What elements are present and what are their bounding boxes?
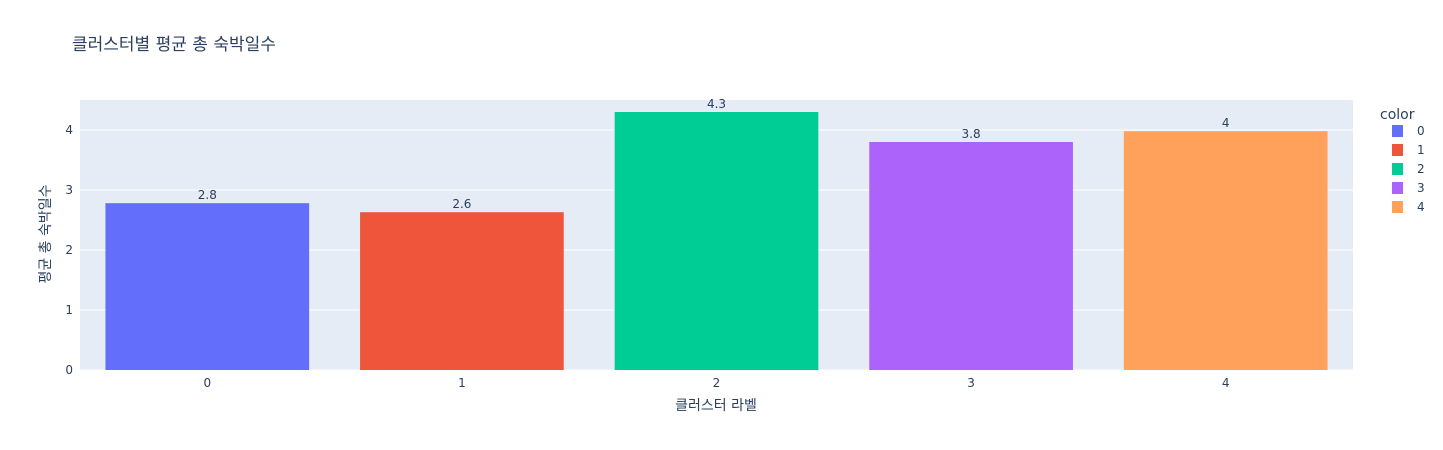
legend-swatch xyxy=(1392,125,1403,137)
y-tick-label: 3 xyxy=(65,183,73,197)
legend-item-3[interactable]: 3 xyxy=(1392,181,1425,195)
y-tick-label: 0 xyxy=(65,363,73,377)
chart-title: 클러스터별 평균 총 숙박일수 xyxy=(72,35,276,55)
legend-label: 2 xyxy=(1417,162,1425,176)
y-tick-label: 4 xyxy=(65,123,73,137)
y-axis-ticks: 0 1 2 3 4 xyxy=(65,123,73,377)
bar-cluster-3[interactable] xyxy=(869,142,1073,370)
legend-label: 1 xyxy=(1417,143,1425,157)
x-tick-label: 4 xyxy=(1222,376,1230,390)
legend-label: 3 xyxy=(1417,181,1425,195)
legend-label: 0 xyxy=(1417,124,1425,138)
legend-swatch xyxy=(1392,163,1403,175)
bar-cluster-4[interactable] xyxy=(1123,131,1328,370)
y-tick-label: 2 xyxy=(65,243,73,257)
bar-data-label: 4.3 xyxy=(707,97,726,111)
legend[interactable]: color 0 1 2 3 4 xyxy=(1380,107,1425,214)
legend-swatch xyxy=(1392,144,1403,156)
bar-labels: 2.8 2.6 4.3 3.8 4 xyxy=(198,97,1230,211)
x-tick-label: 0 xyxy=(203,376,211,390)
bars xyxy=(105,112,1328,370)
legend-item-2[interactable]: 2 xyxy=(1392,162,1425,176)
legend-items[interactable]: 0 1 2 3 4 xyxy=(1392,124,1425,214)
bar-data-label: 3.8 xyxy=(962,127,981,141)
bar-cluster-0[interactable] xyxy=(105,203,310,370)
bar-data-label: 4 xyxy=(1222,116,1230,130)
bar-data-label: 2.6 xyxy=(452,197,471,211)
x-axis-title: 클러스터 라벨 xyxy=(675,398,757,414)
y-axis-title: 평균 총 숙박일수 xyxy=(38,184,54,283)
x-tick-label: 3 xyxy=(967,376,975,390)
legend-label: 4 xyxy=(1417,200,1425,214)
legend-title: color xyxy=(1380,107,1415,123)
bar-data-label: 2.8 xyxy=(198,188,217,202)
x-axis-ticks: 0 1 2 3 4 xyxy=(203,376,1229,390)
legend-swatch xyxy=(1392,182,1403,194)
legend-item-4[interactable]: 4 xyxy=(1392,200,1425,214)
bar-cluster-1[interactable] xyxy=(360,212,564,370)
legend-item-1[interactable]: 1 xyxy=(1392,143,1425,157)
x-tick-label: 2 xyxy=(713,376,721,390)
legend-swatch xyxy=(1392,201,1403,213)
x-tick-label: 1 xyxy=(458,376,466,390)
bar-cluster-2[interactable] xyxy=(614,112,819,370)
y-tick-label: 1 xyxy=(65,303,73,317)
legend-item-0[interactable]: 0 xyxy=(1392,124,1425,138)
